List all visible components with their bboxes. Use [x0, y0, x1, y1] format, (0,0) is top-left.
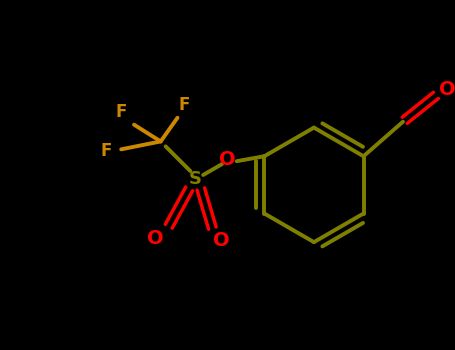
- Text: F: F: [179, 96, 190, 114]
- Text: F: F: [116, 103, 127, 121]
- Text: O: O: [218, 150, 235, 169]
- Text: F: F: [101, 142, 112, 160]
- Text: O: O: [212, 231, 229, 250]
- Text: O: O: [147, 229, 164, 248]
- Text: S: S: [189, 170, 202, 188]
- Text: O: O: [439, 79, 455, 99]
